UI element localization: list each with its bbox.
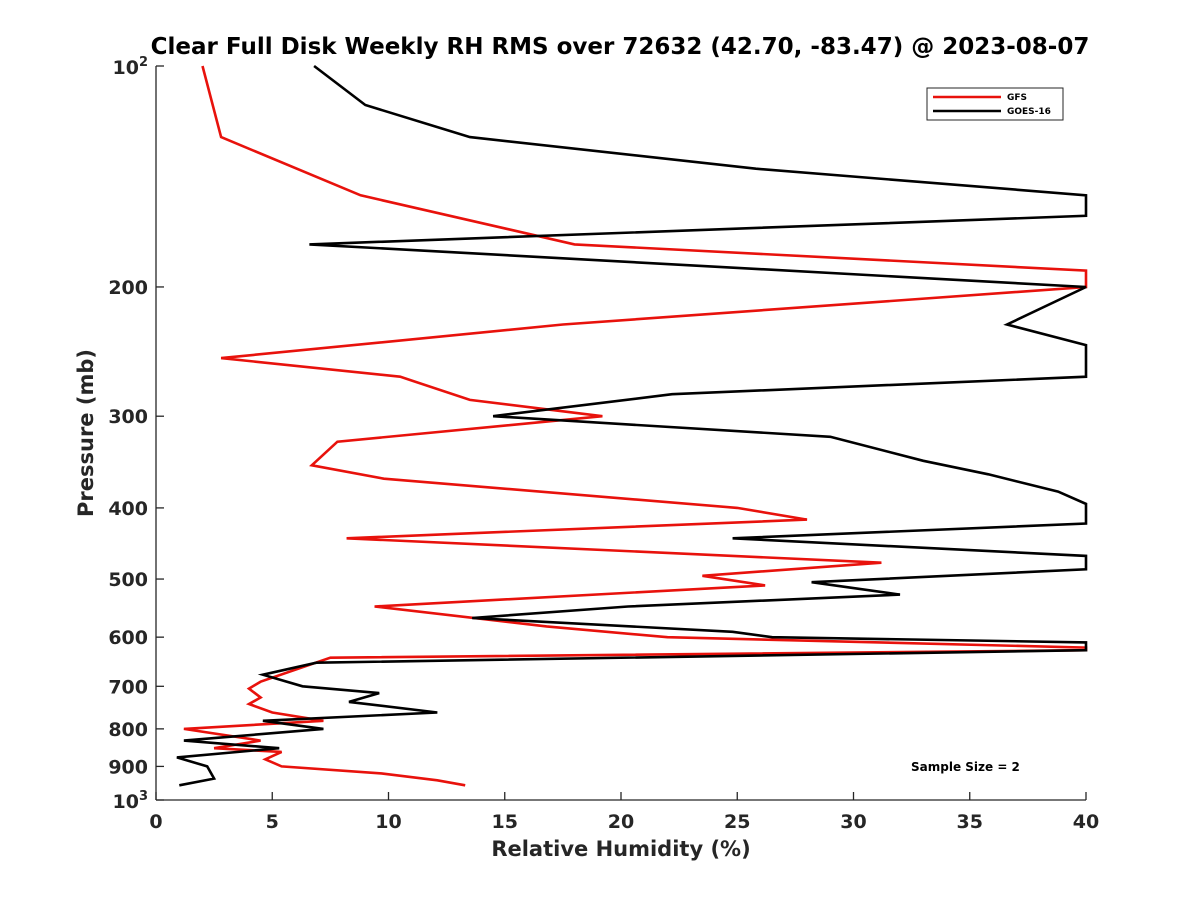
sample-size-annotation: Sample Size = 2 [911,760,1020,774]
y-tick-label: 700 [108,676,148,698]
y-tick-label: 200 [108,277,148,299]
plot-area [155,66,1086,801]
series-line-goes16 [176,64,1088,787]
legend-box [926,87,1064,121]
legend-label-goes16: GOES-16 [1007,107,1051,117]
series-line-gfs [183,65,1088,787]
y-tick-label: 600 [108,627,148,649]
y-edge-tick-label: 103 [113,789,149,813]
x-tick-label: 20 [608,811,634,833]
x-axis-label: Relative Humidity (%) [491,837,750,861]
y-axis-ticks: 200 300 400 500 600 700 800 900 102 103 [108,55,164,813]
y-tick-label: 500 [108,569,148,591]
y-edge-tick-label: 102 [113,55,149,79]
x-tick-label: 35 [957,811,983,833]
y-tick-label: 800 [108,719,148,741]
x-tick-label: 30 [840,811,866,833]
chart-title: Clear Full Disk Weekly RH RMS over 72632… [151,34,1090,60]
x-tick-label: 0 [149,811,162,833]
legend: GFS GOES-16 [926,87,1064,121]
x-tick-label: 25 [724,811,750,833]
y-tick-label: 900 [108,756,148,778]
legend-label-gfs: GFS [1007,93,1027,103]
x-axis-ticks: 0 5 10 15 20 25 30 35 40 [149,792,1099,833]
y-axis-label: Pressure (mb) [74,349,98,517]
x-tick-label: 40 [1073,811,1099,833]
y-tick-label: 300 [108,406,148,428]
x-tick-label: 10 [375,811,401,833]
x-tick-label: 5 [266,811,279,833]
x-tick-label: 15 [492,811,518,833]
series-layer [176,64,1088,787]
y-tick-label: 400 [108,498,148,520]
